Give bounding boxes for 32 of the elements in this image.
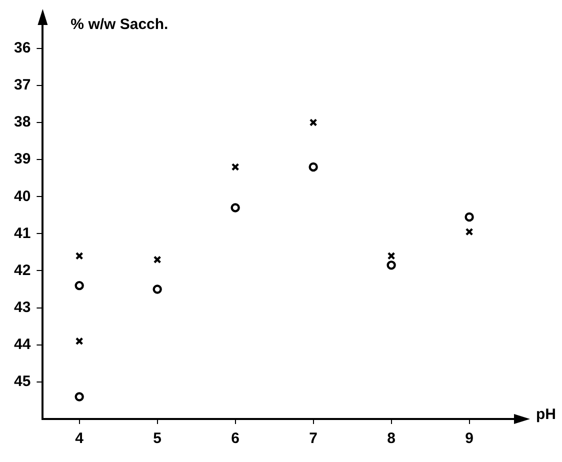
- x-tick-label: 6: [231, 430, 240, 448]
- x-tick-label: 9: [465, 430, 474, 448]
- point: [308, 162, 318, 172]
- point: [74, 392, 84, 402]
- y-axis-title: % w/w Sacch.: [70, 16, 168, 34]
- y-tick-label: 40: [14, 188, 31, 205]
- y-tick-label: 39: [14, 150, 31, 168]
- point: [152, 284, 162, 294]
- point: [74, 280, 84, 290]
- x-tick-label: 5: [153, 430, 162, 448]
- y-tick-label: 43: [14, 298, 31, 316]
- point: [464, 212, 474, 222]
- x-tick-label: 7: [309, 430, 318, 448]
- y-tick-label: 45: [14, 373, 31, 390]
- point: [386, 260, 396, 270]
- point: [465, 228, 474, 236]
- x-tick-label: 4: [75, 430, 84, 448]
- point: [230, 203, 240, 212]
- x-tick-label: 8: [387, 430, 396, 448]
- y-tick-label: 41: [14, 224, 31, 242]
- y-tick-label: 44: [14, 336, 32, 354]
- point: [309, 118, 318, 126]
- point: [153, 256, 162, 264]
- y-tick-label: 36: [14, 40, 31, 56]
- y-tick-label: 38: [14, 114, 31, 131]
- y-tick-label: 37: [14, 76, 31, 94]
- point: [387, 252, 396, 260]
- point: [231, 163, 240, 171]
- point: [75, 252, 84, 260]
- y-tick-label: 42: [14, 262, 31, 279]
- point: [75, 337, 84, 346]
- x-axis-title: pH: [536, 406, 556, 424]
